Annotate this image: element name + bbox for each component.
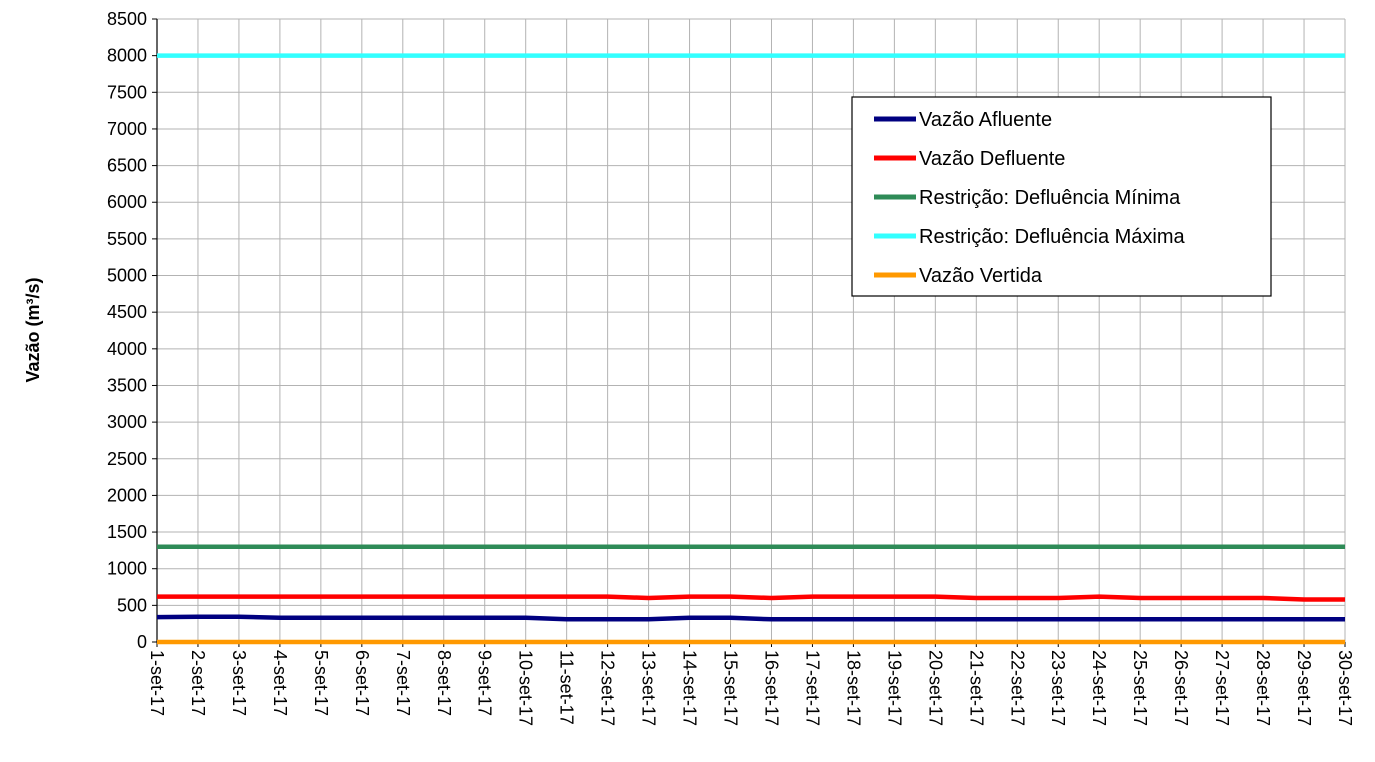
y-tick-label: 1500 [107,522,147,542]
series-lines [156,53,1345,645]
legend-label-0: Vazão Afluente [919,109,1052,131]
x-tick-label: 25-set-17 [1130,650,1150,726]
y-tick-label: 1000 [107,559,147,579]
x-tick-label: 22-set-17 [1007,650,1027,726]
x-tick-label: 16-set-17 [761,650,781,726]
y-tick-label: 500 [117,595,147,615]
legend-label-3: Restrição: Defluência Máxima [919,226,1186,248]
y-tick-label: 2000 [107,485,147,505]
x-tick-label: 13-set-17 [639,650,659,726]
y-tick-label: 8500 [107,9,147,29]
legend: Vazão Afluente Vazão Defluente Restrição: … [851,96,1272,297]
legend-box [851,96,1272,297]
y-tick-label: 3500 [107,375,147,395]
legend-label-4: Vazão Vertida [919,265,1043,287]
x-tick-label: 10-set-17 [516,650,536,726]
x-tick-label: 24-set-17 [1089,650,1109,726]
x-tick-label: 21-set-17 [966,650,986,726]
y-tick-label: 7000 [107,119,147,139]
y-tick-label: 7500 [107,82,147,102]
legend-label-2: Restrição: Defluência Mínima [919,187,1181,209]
x-tick-label: 19-set-17 [884,650,904,726]
x-tick-label: 9-set-17 [475,650,495,716]
x-tick-label: 3-set-17 [229,650,249,716]
x-tick-label: 11-set-17 [557,650,577,725]
x-tick-label: 20-set-17 [925,650,945,726]
y-tick-label: 8000 [107,46,147,66]
x-tick-label: 28-set-17 [1253,650,1273,726]
y-tick-label: 6000 [107,192,147,212]
x-tick-label: 29-set-17 [1294,650,1314,726]
x-tick-label: 1-set-17 [147,650,167,716]
x-tick-label: 6-set-17 [352,650,372,716]
x-tick-label: 30-set-17 [1335,650,1355,726]
y-axis-ticks: 0 500 1000 1500 2000 2500 3000 3500 4000 4500 5000… [107,9,157,652]
x-tick-label: 7-set-17 [393,650,413,716]
x-tick-label: 5-set-17 [311,650,331,716]
x-tick-label: 14-set-17 [680,650,700,726]
series-line-1 [157,594,1345,602]
x-tick-label: 8-set-17 [434,650,454,716]
x-tick-label: 12-set-17 [598,650,618,726]
series-line-0 [156,614,1345,622]
x-tick-label: 18-set-17 [843,650,863,726]
legend-label-1: Vazão Defluente [919,148,1065,170]
y-tick-label: 6500 [107,156,147,176]
x-tick-label: 26-set-17 [1171,650,1191,726]
x-tick-label: 2-set-17 [188,650,208,716]
y-tick-label: 4500 [107,302,147,322]
y-tick-label: 2500 [107,449,147,469]
x-tick-label: 15-set-17 [721,650,741,726]
y-tick-label: 5500 [107,229,147,249]
y-tick-label: 0 [137,632,147,652]
x-tick-label: 17-set-17 [802,650,822,726]
y-tick-label: 4000 [107,339,147,359]
y-tick-label: 5000 [107,266,147,286]
y-axis-label: Vazão (m³/s) [23,277,43,382]
x-axis-ticks: 1-set-17 2-set-17 3-set-17 4-set-17 5-set-17… [147,642,1355,726]
x-tick-label: 27-set-17 [1212,650,1232,726]
x-tick-label: 23-set-17 [1048,650,1068,726]
x-tick-label: 4-set-17 [270,650,290,716]
y-tick-label: 3000 [107,412,147,432]
